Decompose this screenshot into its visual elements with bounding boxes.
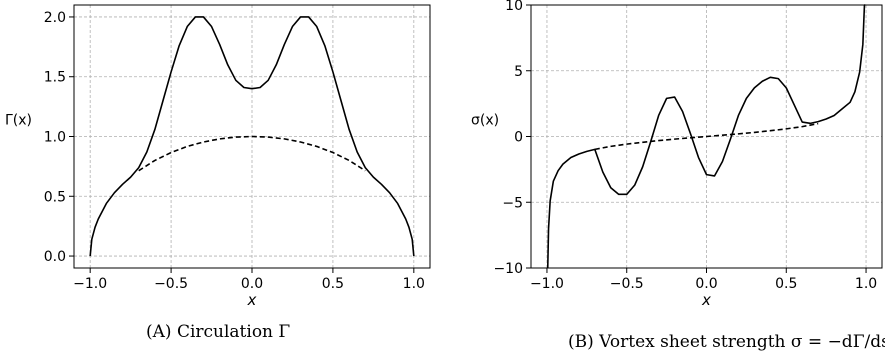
caption-circulation: (A) Circulation Γ [146,322,291,342]
y-tick-label: 10 [505,0,523,14]
y-tick-label: 0.0 [44,249,66,265]
y-tick-label: 1.0 [44,130,66,146]
y-tick-label: −5 [502,195,523,211]
chart-panel-vortex-sheet: −1.0 −0.5 0.0 0.5 1.0 −10 −5 0 5 10 x σ(x) [471,0,883,309]
x-axis-label: x [247,291,257,309]
series-line-solid [89,16,415,257]
x-tick-label: −0.5 [154,276,188,292]
x-axis-label: x [701,291,711,309]
y-axis-label: Γ(x) [5,113,32,129]
x-tick-label: −1.0 [530,276,564,292]
x-tick-label: 0.0 [695,276,717,292]
y-tick-label: 0.5 [44,189,66,205]
x-tick-label: 0.0 [241,276,263,292]
x-tick-label: −1.0 [73,276,107,292]
x-tick-label: 0.5 [322,276,344,292]
y-tick-label: 1.5 [44,70,66,86]
series-line-solid [546,4,866,269]
x-tick-label: 1.0 [855,276,877,292]
x-tick-label: 0.5 [775,276,797,292]
caption-vortex-sheet: (B) Vortex sheet strength σ = −dΓ/ds [568,332,885,352]
chart-panel-circulation: −1.0 −0.5 0.0 0.5 1.0 0.0 0.5 1.0 1.5 2.0 x Γ(x) [5,4,431,309]
x-tick-label: −0.5 [610,276,644,292]
y-tick-label: 2.0 [44,10,66,26]
y-tick-label: −10 [493,261,523,277]
y-tick-label: 0 [514,130,523,146]
series-line-dashed [594,122,819,151]
y-tick-label: 5 [514,64,523,80]
x-tick-label: 1.0 [403,276,425,292]
series-line-dashed [138,135,366,172]
y-axis-label: σ(x) [471,113,499,129]
